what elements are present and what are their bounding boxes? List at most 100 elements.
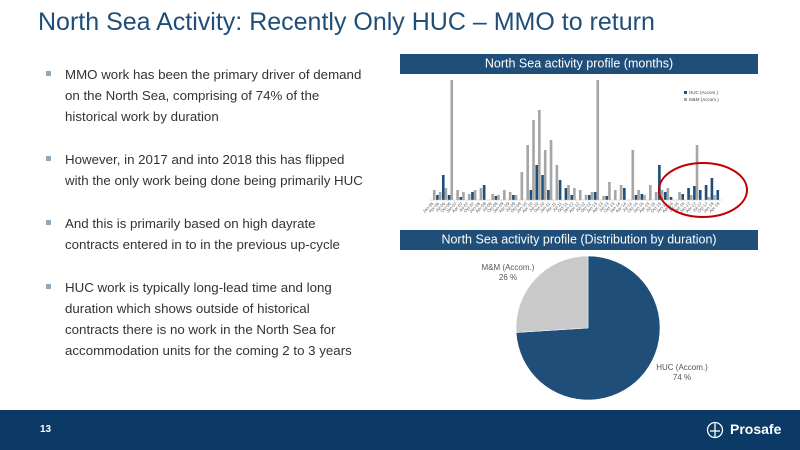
bar bbox=[608, 182, 611, 200]
bar bbox=[479, 188, 483, 200]
bar bbox=[660, 190, 664, 200]
bar bbox=[605, 196, 609, 200]
bar-chart: HUC (Accom.)M&M (Accom.)Jan-06Apr-06Jul-… bbox=[422, 80, 722, 214]
bar bbox=[512, 195, 515, 200]
bar bbox=[438, 192, 442, 200]
bar bbox=[462, 192, 465, 200]
bar bbox=[643, 195, 646, 200]
bar bbox=[669, 197, 673, 200]
logo: Prosafe bbox=[730, 421, 782, 437]
bar bbox=[494, 196, 498, 200]
bar bbox=[471, 192, 474, 200]
bar bbox=[663, 192, 667, 200]
legend-swatch bbox=[684, 98, 687, 101]
bar bbox=[526, 145, 529, 200]
bar bbox=[689, 195, 693, 200]
legend-label: HUC (Accom.) bbox=[689, 90, 719, 95]
chart-header bbox=[400, 54, 758, 74]
bar bbox=[541, 175, 544, 200]
bar bbox=[681, 194, 685, 200]
bar bbox=[713, 195, 716, 200]
bar bbox=[529, 190, 533, 200]
bar bbox=[473, 190, 477, 200]
bar bbox=[602, 196, 605, 200]
bar bbox=[436, 195, 439, 200]
bullet: And this is primarily based on high dayr… bbox=[46, 213, 364, 255]
bar bbox=[491, 194, 494, 200]
bar bbox=[503, 190, 506, 200]
bar bbox=[640, 194, 644, 200]
bar bbox=[456, 190, 459, 200]
bar bbox=[704, 185, 708, 200]
bar bbox=[584, 195, 588, 200]
logo-icon bbox=[706, 421, 724, 439]
bar bbox=[596, 80, 600, 200]
bar bbox=[570, 195, 574, 200]
bullet: HUC work is typically long-lead time and… bbox=[46, 277, 364, 361]
slice-label: M&M (Accom.) bbox=[482, 263, 535, 272]
bar bbox=[508, 192, 512, 200]
highlight-ellipse bbox=[658, 162, 748, 218]
bar bbox=[695, 145, 699, 200]
bar bbox=[710, 178, 714, 200]
bar bbox=[590, 192, 594, 200]
bar bbox=[573, 188, 576, 200]
bar bbox=[693, 186, 696, 200]
bar bbox=[654, 192, 658, 200]
bar bbox=[482, 185, 486, 200]
bar bbox=[444, 188, 448, 200]
bar bbox=[649, 185, 652, 200]
slice-label: HUC (Accom.) bbox=[656, 363, 708, 372]
bar bbox=[538, 110, 541, 200]
bar bbox=[631, 150, 635, 200]
bar bbox=[623, 188, 626, 200]
bar bbox=[637, 190, 640, 200]
pie-slice bbox=[515, 255, 589, 333]
bar bbox=[619, 185, 623, 200]
bar bbox=[567, 185, 570, 200]
chart-header bbox=[400, 230, 758, 250]
bullet: However, in 2017 and into 2018 this has … bbox=[46, 149, 364, 191]
bar bbox=[593, 192, 597, 200]
bullet-list: MMO work has been the primary driver of … bbox=[46, 64, 364, 383]
bar bbox=[716, 190, 720, 200]
legend-label: M&M (Accom.) bbox=[689, 97, 719, 102]
bar bbox=[555, 165, 559, 200]
bar bbox=[441, 175, 445, 200]
slide-title: North Sea Activity: Recently Only HUC – … bbox=[38, 8, 655, 36]
bar bbox=[698, 190, 702, 200]
bullet: MMO work has been the primary driver of … bbox=[46, 64, 364, 127]
bar bbox=[707, 197, 711, 200]
slice-value-label: 26 % bbox=[499, 273, 517, 282]
bar bbox=[497, 195, 500, 200]
bar bbox=[613, 190, 617, 200]
bar bbox=[678, 192, 681, 200]
bar bbox=[543, 150, 547, 200]
bar bbox=[564, 188, 568, 200]
bar bbox=[587, 195, 591, 200]
bar bbox=[535, 165, 539, 200]
bar bbox=[558, 180, 562, 200]
bar bbox=[520, 172, 524, 200]
bar bbox=[450, 80, 454, 200]
bar bbox=[578, 190, 582, 200]
charts: North Sea activity profile (months) Nort… bbox=[400, 54, 758, 401]
chart-title: North Sea activity profile (Distribution… bbox=[441, 232, 716, 246]
bar bbox=[447, 195, 451, 200]
legend-swatch bbox=[684, 91, 687, 94]
page-number: 13 bbox=[40, 424, 52, 435]
bar bbox=[549, 140, 553, 200]
bar bbox=[687, 188, 690, 200]
pie-chart: HUC (Accom.)74 % M&M (Accom.)26 % bbox=[482, 255, 708, 401]
slice-value-label: 74 % bbox=[673, 373, 691, 382]
bar bbox=[666, 188, 670, 200]
bar bbox=[658, 165, 661, 200]
bar bbox=[432, 190, 436, 200]
footer: 13 Prosafe bbox=[0, 410, 800, 450]
bar bbox=[634, 195, 638, 200]
bar bbox=[532, 120, 535, 200]
bar bbox=[467, 194, 471, 200]
bar bbox=[459, 197, 463, 200]
chart-title: North Sea activity profile (months) bbox=[485, 56, 673, 70]
